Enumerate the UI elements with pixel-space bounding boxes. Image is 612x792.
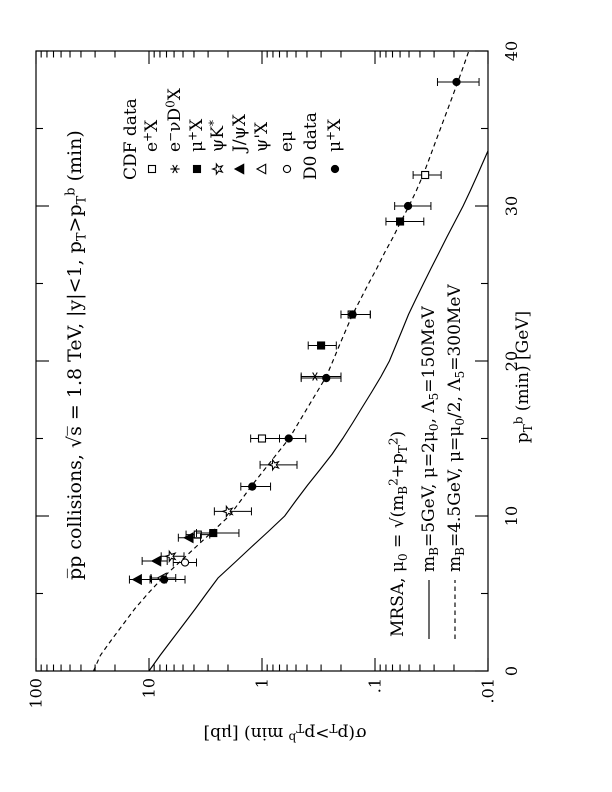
legend-cdf-header: CDF data (121, 98, 141, 180)
y-tick-label: 1 (253, 678, 272, 688)
filled-circle-marker (452, 77, 461, 87)
legend-theory: MRSA, μ0 = √(mB2+pT2) mB=5GeV, μ=2μ0, Λ5=… (386, 284, 467, 639)
asterisk-marker (170, 164, 180, 174)
filled-circle-marker (403, 201, 413, 211)
legend-item-label: J/ψX (230, 113, 250, 154)
y-tick-label: 100 (27, 678, 46, 709)
curve-dashed (92, 51, 470, 671)
series-filled-circle (149, 77, 480, 584)
legend-item-label: μ+X (185, 118, 207, 152)
filled-circle-marker (284, 434, 293, 443)
series-open-square (185, 170, 442, 539)
legend-item-label: e+X (140, 119, 162, 152)
open-star-marker (210, 162, 224, 176)
theory-formula: MRSA, μ0 = √(mB2+pT2) (386, 431, 410, 637)
series-open-circle (172, 558, 197, 567)
x-tick-label: 40 (502, 41, 521, 61)
filled-circle-marker (322, 373, 331, 383)
theory-curves (92, 51, 488, 671)
theory-entry-label: mB=5GeV, μ=2μ0, Λ5=150MeV (419, 306, 441, 572)
series-open-star (160, 458, 298, 563)
open-square-marker (257, 434, 267, 443)
open-star-marker (267, 458, 280, 472)
filled-square-marker (317, 341, 326, 350)
x-tick-label: 30 (502, 196, 521, 216)
open-circle-marker (282, 164, 292, 174)
filled-square-marker (192, 164, 202, 174)
legend-item-label: μ+X (323, 118, 345, 152)
theory-entry-label: mB=4.5GeV, μ=μ0/2, Λ5=300MeV (445, 284, 467, 572)
series-asterisk (300, 372, 342, 381)
legend-item-label: ψ'X (252, 121, 272, 152)
x-axis-ticks (36, 50, 488, 672)
y-tick-label: 10 (140, 678, 159, 698)
legend-item-label: eμ (277, 131, 297, 152)
filled-circle-marker (330, 164, 340, 174)
asterisk-marker (310, 372, 320, 381)
y-axis-label: σ(pT>pT b min) [μb] (203, 721, 366, 745)
x-axis-label: pTb (min) [GeV] (511, 311, 535, 443)
filled-square-marker (396, 217, 405, 226)
plot-title: p̅p collisions, √s̅ = 1.8 TeV, |y|<1, pT… (64, 130, 90, 580)
y-tick-label: .01 (479, 678, 498, 703)
filled-triangle-marker (150, 555, 162, 567)
x-tick-label: 10 (502, 506, 521, 526)
filled-circle-marker (159, 575, 169, 584)
curve-solid (148, 143, 488, 671)
open-star-marker (220, 504, 234, 519)
x-tick-label: 20 (502, 351, 521, 371)
open-circle-marker (180, 558, 190, 567)
open-star-marker (163, 549, 177, 563)
filled-triangle-marker (183, 532, 194, 544)
legend-d0-header: D0 data (301, 112, 321, 180)
open-square-marker (421, 170, 430, 180)
y-axis-ticks (35, 51, 489, 671)
open-triangle-marker (255, 163, 267, 175)
open-square-marker (147, 164, 157, 174)
filled-triangle-marker (131, 573, 142, 586)
y-tick-label: .1 (366, 678, 385, 693)
legend-item-label: ψK* (206, 120, 228, 152)
filled-circle-marker (348, 310, 357, 319)
filled-square-marker (209, 529, 218, 538)
series-filled-triangle (128, 532, 202, 586)
series-filled-square (195, 217, 425, 538)
x-tick-label: 0 (502, 666, 521, 676)
filled-circle-marker (248, 482, 257, 491)
filled-triangle-marker (233, 163, 245, 175)
legend-item-label: e−νD0X (163, 87, 185, 152)
